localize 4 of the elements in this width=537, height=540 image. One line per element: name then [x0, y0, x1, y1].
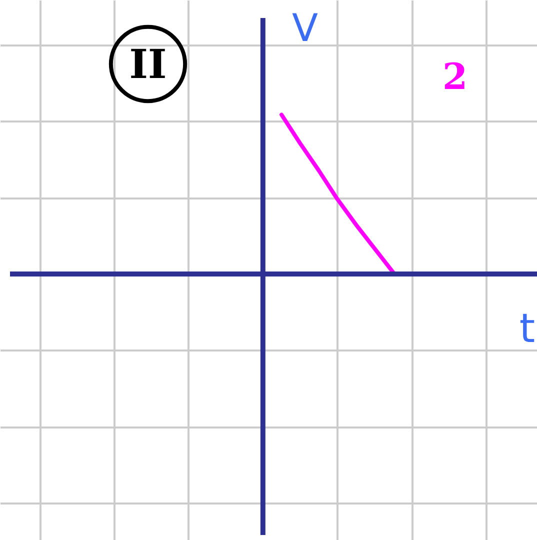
y-axis-title: V [292, 6, 318, 50]
text: 2 [442, 56, 468, 98]
x-axis-title: t [519, 306, 535, 352]
text: II [129, 41, 167, 88]
